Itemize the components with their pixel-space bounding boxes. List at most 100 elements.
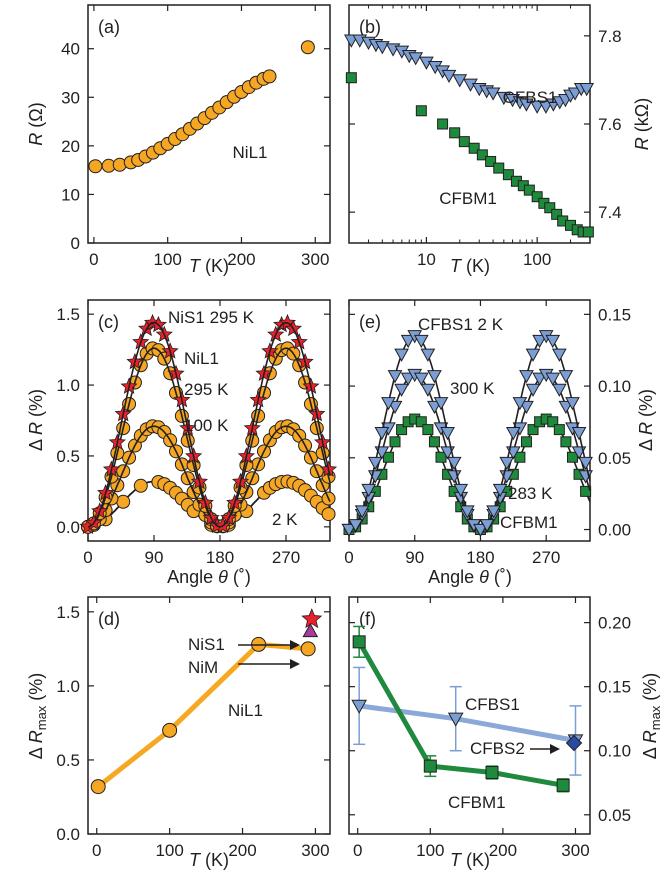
data-point: [422, 424, 434, 436]
panel-label: (a): [98, 17, 120, 37]
data-point: [553, 424, 565, 436]
x-tick-label: 0: [344, 548, 353, 567]
data-point: [381, 397, 396, 411]
x-tick-label: 200: [489, 841, 517, 860]
panel-label: (b): [359, 17, 381, 37]
panel-label: (f): [359, 609, 376, 629]
data-point: [492, 483, 508, 498]
data-point: [525, 348, 541, 362]
data-point: [440, 426, 455, 441]
data-point: [300, 40, 315, 55]
data-point: [394, 383, 409, 397]
data-point: [485, 766, 499, 780]
series-annotation: 300 K: [450, 379, 495, 398]
panel-b: 10 100 7.4 7.6 7.8 (b) CFBS1 CFBM1 T (K) R (kΩ): [343, 4, 652, 276]
y-tick-label: 7.4: [598, 203, 622, 222]
y-tick-label: 0.5: [56, 447, 80, 466]
panel-label: (e): [359, 312, 381, 332]
data-point: [420, 348, 436, 362]
data-point: [116, 494, 131, 509]
series-annotation: NiL1: [184, 349, 219, 368]
data-point: [485, 155, 497, 167]
x-tick-label: 90: [405, 548, 424, 567]
data-point: [571, 426, 587, 441]
x-axis-title: T (K): [189, 850, 229, 870]
y-tick-label: 7.6: [598, 115, 622, 134]
data-point: [133, 478, 148, 493]
data-point: [427, 370, 442, 384]
data-point: [428, 436, 440, 448]
series-annotation: 295 K: [184, 380, 229, 399]
arrow-head: [550, 744, 560, 754]
data-point: [301, 608, 323, 629]
data-point: [387, 370, 403, 384]
data-point: [302, 623, 319, 638]
x-tick-label: 0: [83, 548, 92, 567]
x-tick-label: 270: [532, 548, 560, 567]
data-point: [532, 334, 547, 349]
data-point: [565, 397, 580, 411]
x-tick-label: 300: [301, 841, 329, 860]
data-point: [502, 169, 514, 181]
data-point: [523, 184, 535, 196]
data-point: [90, 779, 106, 795]
y-tick-label: 30: [61, 88, 80, 107]
x-tick-label: 90: [145, 548, 164, 567]
data-point: [413, 372, 429, 386]
y-tick-label: 0.15: [598, 678, 631, 697]
x-tick-label: 100: [523, 250, 551, 269]
y-tick-label: 0.0: [56, 825, 80, 844]
x-tick-label: 300: [301, 250, 329, 269]
plot-frame: [87, 299, 331, 542]
panel-c: 0 90 180 270 0.0 0.5 1.0 1.5 (c) NiS1 295 K NiL1 29…: [26, 299, 338, 587]
arrow-head: [290, 659, 300, 669]
data-point: [446, 456, 462, 471]
y-tick-label: 0.05: [598, 806, 631, 825]
data-point: [458, 136, 470, 148]
y-tick-label: 1.0: [56, 677, 80, 696]
panel-e: 0 90 180 270 0.00 0.05 0.10 0.15 (e) CFBS1 2 K 300…: [341, 299, 656, 587]
series-annotation: CFBM1: [448, 793, 506, 812]
y-tick-label: 0: [71, 234, 80, 253]
data-point: [453, 483, 469, 498]
data-point: [493, 162, 505, 174]
data-point: [449, 127, 461, 139]
data-point: [361, 483, 377, 498]
y-axis-title: Δ R (%): [26, 389, 46, 451]
data-point: [520, 436, 532, 448]
x-tick-label: 100: [155, 841, 183, 860]
x-tick-label: 180: [206, 548, 234, 567]
y-tick-label: 1.5: [56, 305, 80, 324]
series-line: [96, 641, 309, 789]
data-point: [486, 505, 501, 519]
series-annotation: NiS1: [188, 635, 225, 654]
panel-a: 0 100 200 300 0 10 20 30 40 (a) NiL1 T (K) R (Ω): [26, 4, 331, 276]
data-point: [452, 74, 468, 88]
series-annotation: 2 K: [272, 510, 298, 529]
fit-curve: [87, 321, 331, 528]
data-point: [579, 83, 595, 97]
x-tick-label: 100: [416, 841, 444, 860]
data-point: [88, 159, 103, 174]
data-point: [394, 348, 409, 362]
y-tick-label: 0.0: [56, 518, 80, 537]
x-axis-title: Angle θ (˚): [428, 567, 512, 587]
panel-d: 0 100 200 300 0.0 0.5 1.0 1.5 (d) NiS1 NiM NiL1 T (K…: [26, 596, 331, 870]
data-point: [545, 334, 561, 349]
series-annotation: CFBM1: [500, 513, 558, 532]
data-point: [560, 436, 572, 448]
data-point: [374, 426, 390, 441]
x-tick-label: 200: [227, 250, 255, 269]
data-point: [527, 424, 539, 436]
series-annotation: CFBM1: [439, 189, 497, 208]
series-annotation: CFBS1: [465, 695, 520, 714]
data-point: [389, 436, 401, 448]
plot-frame: [87, 596, 331, 835]
series-annotation: CFBS1: [503, 88, 558, 107]
plot-frame: [348, 596, 591, 835]
data-point: [423, 759, 437, 773]
x-tick-label: 0: [353, 841, 362, 860]
y-tick-label: 0.05: [598, 449, 631, 468]
series-annotation: CFBS1 2 K: [418, 315, 504, 334]
